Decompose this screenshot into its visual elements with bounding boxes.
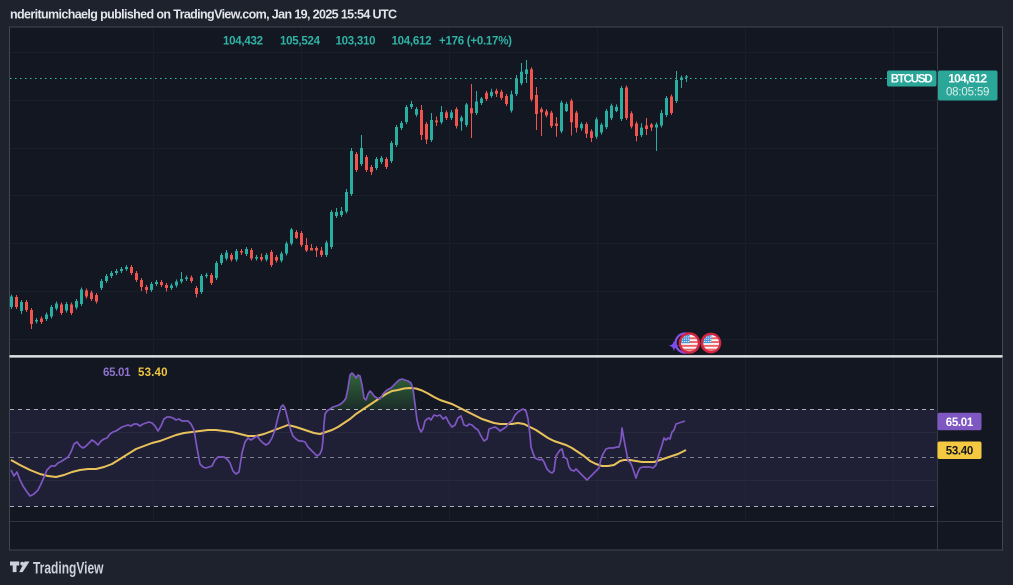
- svg-text:104,612: 104,612: [392, 36, 432, 48]
- svg-text:104,432: 104,432: [223, 36, 263, 48]
- svg-text:104,612: 104,612: [948, 71, 987, 85]
- svg-text:105,524: 105,524: [280, 36, 321, 48]
- svg-text:TradingView: TradingView: [33, 560, 104, 578]
- svg-text:103,310: 103,310: [336, 36, 376, 48]
- svg-text:+176 (+0.17%): +176 (+0.17%): [439, 36, 512, 48]
- svg-text:65.01: 65.01: [103, 367, 131, 379]
- svg-text:nderitumichaelg published on T: nderitumichaelg published on TradingView…: [10, 8, 397, 22]
- svg-text:53.40: 53.40: [946, 446, 974, 458]
- svg-text:53.40: 53.40: [138, 367, 168, 379]
- svg-text:BTCUSD: BTCUSD: [891, 73, 933, 85]
- svg-text:08:05:59: 08:05:59: [946, 87, 990, 99]
- svg-text:65.01: 65.01: [946, 417, 974, 429]
